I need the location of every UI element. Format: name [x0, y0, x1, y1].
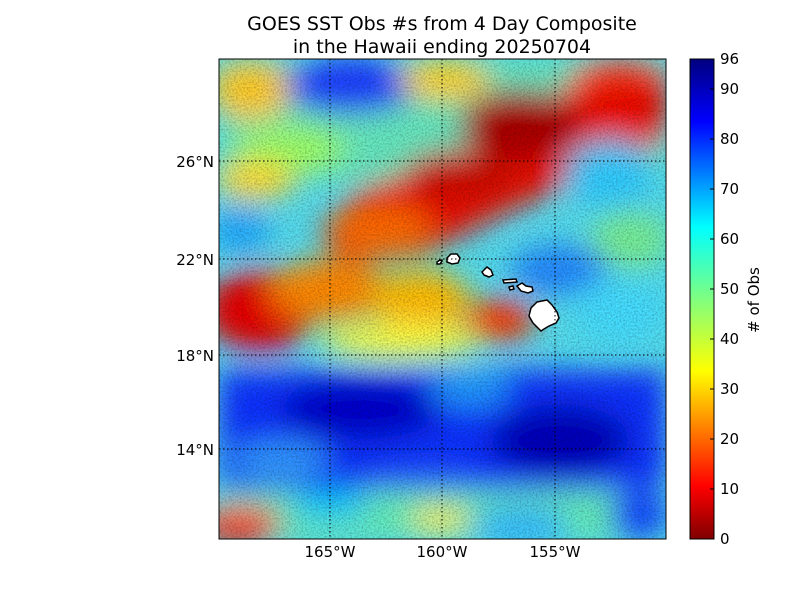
- colorbar-label: # of Obs: [745, 267, 763, 333]
- island-hawaii: [528, 299, 560, 332]
- lon-label-155w: 155°W: [530, 543, 581, 561]
- colorbar-scale: [689, 58, 715, 540]
- colorbar-tick-label: 80: [720, 130, 739, 148]
- lat-label-22n: 22°N: [176, 251, 214, 269]
- colorbar-tick-label: 96: [720, 50, 739, 68]
- gridlines: [219, 59, 666, 539]
- colorbar: 0 10 20 30 40 50 60 70 80 90 96 # of Obs: [689, 50, 763, 548]
- title-line-2: in the Hawaii ending 20250704: [293, 36, 591, 58]
- hawaiian-islands: [436, 253, 560, 332]
- lat-label-26n: 26°N: [176, 153, 214, 171]
- colorbar-tick-label: 40: [720, 330, 739, 348]
- island-oahu: [481, 266, 494, 278]
- colorbar-tick-label: 70: [720, 180, 739, 198]
- island-molokai: [501, 278, 519, 284]
- island-maui: [515, 282, 534, 294]
- colorbar-tick-label: 90: [720, 80, 739, 98]
- colorbar-ticks: 0 10 20 30 40 50 60 70 80 90 96: [710, 50, 739, 548]
- island-lanai: [508, 285, 515, 291]
- title-line-1: GOES SST Obs #s from 4 Day Composite: [247, 13, 637, 35]
- colorbar-tick-label: 60: [720, 230, 739, 248]
- lon-label-165w: 165°W: [305, 543, 356, 561]
- lon-labels: 165°W 160°W 155°W: [305, 543, 581, 561]
- lat-label-14n: 14°N: [176, 441, 214, 459]
- map-frame: [218, 58, 667, 540]
- lat-label-18n: 18°N: [176, 347, 214, 365]
- lon-label-160w: 160°W: [417, 543, 468, 561]
- colorbar-tick-label: 0: [720, 530, 730, 548]
- colorbar-tick-label: 10: [720, 480, 739, 498]
- colorbar-tick-label: 30: [720, 380, 739, 398]
- lat-labels: 26°N 22°N 18°N 14°N: [176, 153, 214, 459]
- sst-obs-map: [219, 59, 666, 539]
- colorbar-tick-label: 20: [720, 430, 739, 448]
- island-niihau: [436, 259, 444, 265]
- colorbar-tick-label: 50: [720, 280, 739, 298]
- island-kauai: [446, 253, 461, 265]
